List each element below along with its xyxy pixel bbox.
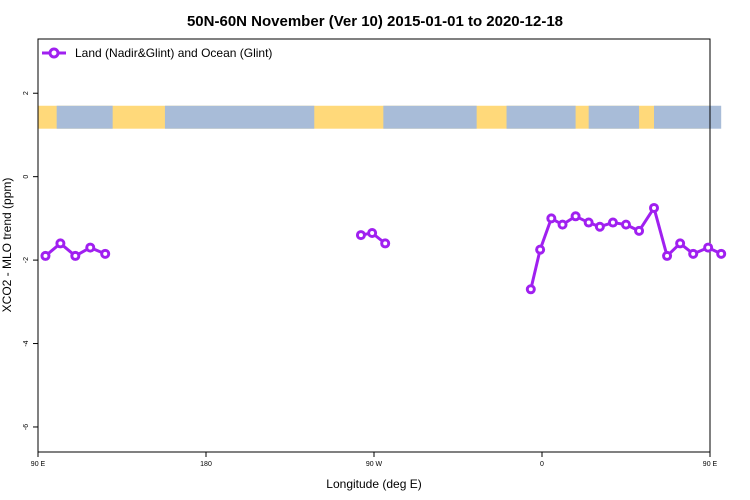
y-tick-label: -2 — [23, 257, 30, 263]
data-point — [355, 230, 366, 241]
x-axis-label: Longitude (deg E) — [326, 477, 421, 491]
data-point — [607, 217, 618, 228]
data-point — [70, 250, 81, 261]
map-ocean-region — [164, 105, 315, 129]
chart-title: 50N-60N November (Ver 10) 2015-01-01 to … — [187, 13, 563, 30]
data-point — [716, 248, 727, 259]
x-tick-label: 90 E — [703, 461, 718, 468]
data-point — [525, 284, 536, 295]
data-point — [703, 242, 714, 253]
data-point — [583, 217, 594, 228]
map-ocean-region — [383, 105, 477, 129]
data-point — [649, 202, 659, 213]
plot-frame — [37, 38, 711, 453]
y-tick-label: 0 — [23, 175, 30, 179]
x-tick-label: 180 — [200, 461, 212, 468]
data-point — [546, 213, 557, 224]
data-point — [570, 211, 581, 222]
x-axis: 90 E 180 90 W 0 90 E — [31, 452, 718, 468]
map-ocean-region — [56, 105, 113, 129]
x-tick-label: 90 W — [366, 461, 383, 468]
y-tick-label: -4 — [23, 340, 30, 346]
data-point — [621, 219, 631, 230]
series-line — [529, 206, 722, 290]
data-point — [367, 227, 378, 238]
x-tick-label: 0 — [540, 461, 544, 468]
series-layer — [40, 202, 727, 295]
legend-marker — [48, 47, 60, 59]
data-point — [688, 248, 699, 259]
data-point — [594, 221, 605, 232]
data-point — [662, 250, 673, 261]
data-point — [675, 238, 686, 249]
x-tick-label: 90 E — [31, 461, 46, 468]
data-point — [535, 244, 546, 255]
data-point — [40, 250, 51, 261]
data-point — [85, 242, 96, 253]
legend: Land (Nadir&Glint) and Ocean (Glint) — [42, 46, 272, 60]
y-axis-label: XCO2 - MLO trend (ppm) — [0, 178, 14, 313]
legend-label: Land (Nadir&Glint) and Ocean (Glint) — [75, 46, 272, 60]
data-point — [100, 248, 111, 259]
y-axis: 2 0 -2 -4 -6 — [23, 91, 38, 430]
map-strip — [38, 105, 722, 129]
map-ocean-region — [654, 105, 722, 129]
map-ocean-region — [588, 105, 640, 129]
y-tick-label: 2 — [23, 91, 30, 95]
data-point — [380, 238, 391, 249]
map-ocean-region — [506, 105, 576, 129]
data-point — [55, 238, 66, 249]
y-tick-label: -6 — [23, 424, 30, 430]
data-point — [634, 225, 645, 236]
data-point — [557, 219, 568, 230]
